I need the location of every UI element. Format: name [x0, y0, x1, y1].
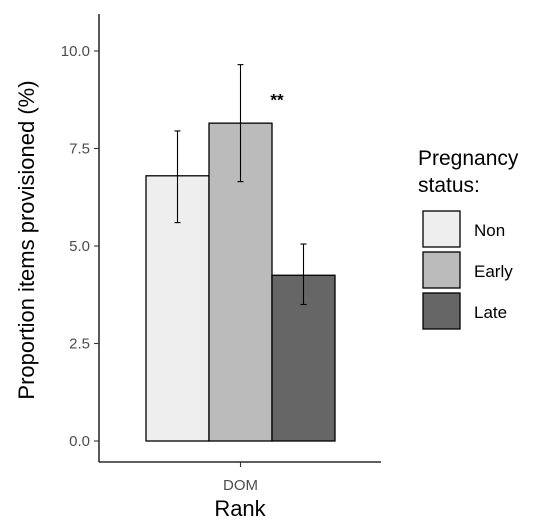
error-bar-early [237, 64, 244, 183]
legend-label: Late [474, 303, 507, 322]
legend-swatch [422, 210, 461, 248]
error-bars-group [174, 64, 307, 306]
legend-item-early: Early [422, 251, 513, 289]
legend-item-non: Non [422, 210, 505, 248]
legend-swatch [422, 251, 461, 289]
legend-item-late: Late [422, 292, 507, 330]
legend-label: Non [474, 221, 505, 240]
legend-title-line-1: Pregnancy [418, 147, 519, 170]
legend-swatch [422, 292, 461, 330]
error-bar-non [174, 130, 181, 224]
y-tick-label: 7.5 [69, 141, 90, 158]
x-tick-label: DOM [223, 477, 258, 494]
significance-annotation: ** [270, 91, 284, 110]
legend-items: Non Early Late [422, 210, 513, 330]
y-ticks-group: 0.0 2.5 5.0 7.5 10.0 [61, 43, 99, 450]
y-tick-label: 10.0 [61, 43, 90, 60]
legend-label: Early [474, 262, 513, 281]
y-tick-label: 2.5 [69, 336, 90, 353]
legend: Pregnancy status: Non Early Late [418, 147, 519, 330]
x-ticks-group: DOM [223, 462, 258, 494]
y-tick-label: 0.0 [69, 433, 90, 450]
y-axis-title: Proportion items provisioned (%) [14, 80, 39, 399]
error-bar-late [300, 243, 307, 306]
y-tick-label: 5.0 [69, 238, 90, 255]
legend-title-line-2: status: [418, 174, 480, 197]
x-axis-title: Rank [214, 496, 266, 521]
